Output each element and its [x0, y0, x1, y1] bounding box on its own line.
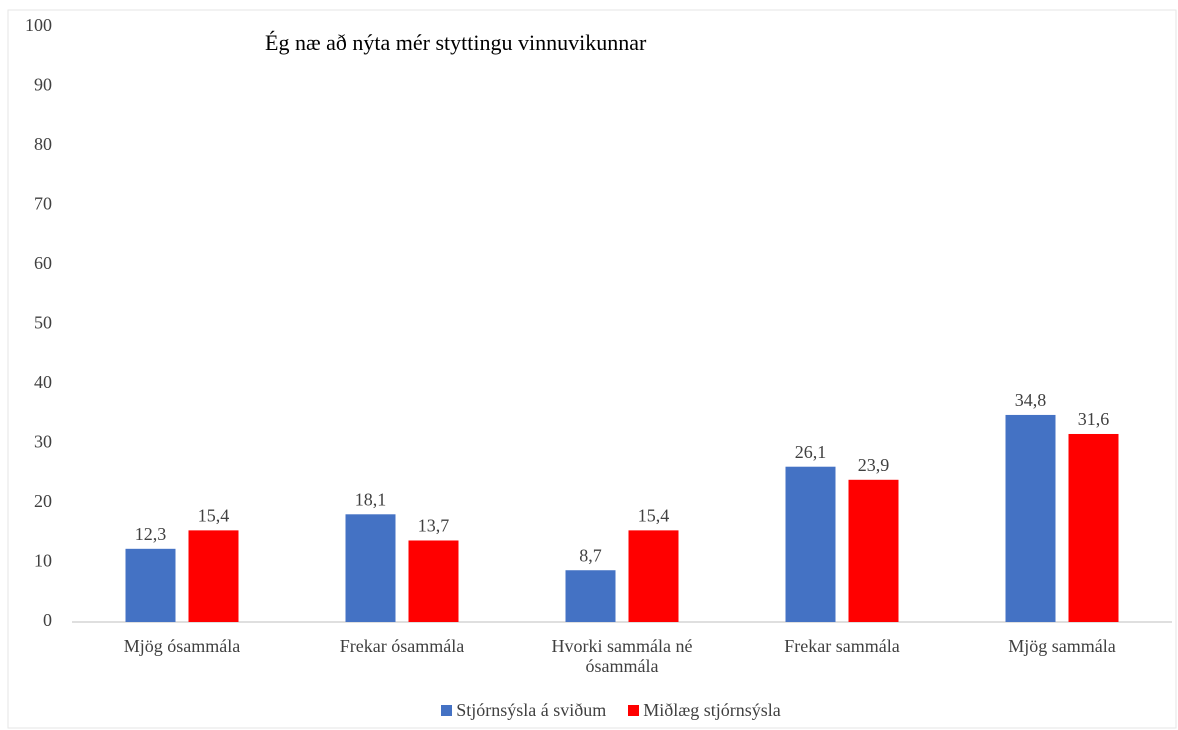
- data-label: 34,8: [1015, 390, 1047, 410]
- bar: [125, 548, 176, 622]
- data-label: 15,4: [198, 505, 230, 525]
- y-tick-label: 70: [34, 194, 52, 214]
- legend-swatch: [441, 705, 453, 716]
- data-label: 18,1: [355, 489, 387, 509]
- legend-item: Stjórnsýsla á sviðum: [441, 700, 606, 721]
- chart-border: [7, 9, 1177, 729]
- bar: [785, 466, 836, 622]
- x-tick-label: Mjög ósammála: [123, 636, 241, 656]
- data-label: 12,3: [135, 524, 167, 544]
- bar: [565, 570, 616, 622]
- y-tick-label: 20: [34, 491, 52, 511]
- x-tick-label: Frekar ósammála: [339, 636, 465, 656]
- y-tick-label: 30: [34, 432, 52, 452]
- y-tick-label: 100: [25, 15, 52, 35]
- bar: [1005, 414, 1056, 622]
- bar: [628, 530, 679, 622]
- data-label: 31,6: [1078, 409, 1110, 429]
- data-label: 15,4: [638, 505, 670, 525]
- legend-item: Miðlæg stjórnsýsla: [628, 700, 781, 721]
- x-tick-label: Frekar sammála: [784, 636, 900, 656]
- x-tick-label: Mjög sammála: [1008, 636, 1116, 656]
- bar: [408, 540, 459, 622]
- y-tick-label: 40: [34, 372, 52, 392]
- legend: Stjórnsýsla á sviðum Miðlæg stjórnsýsla: [0, 700, 1178, 721]
- y-tick-label: 10: [34, 551, 52, 571]
- legend-label: Stjórnsýsla á sviðum: [456, 700, 607, 720]
- legend-swatch: [628, 705, 640, 716]
- data-label: 26,1: [795, 442, 827, 462]
- data-label: 13,7: [418, 516, 450, 536]
- bar: [1068, 433, 1119, 622]
- data-label: 8,7: [579, 545, 602, 565]
- y-tick-label: 60: [34, 253, 52, 273]
- bar: [188, 530, 239, 622]
- bar: [345, 514, 396, 622]
- y-tick-label: 80: [34, 134, 52, 154]
- legend-label: Miðlæg stjórnsýsla: [643, 700, 781, 720]
- bar: [848, 479, 899, 622]
- y-tick-label: 50: [34, 313, 52, 333]
- x-tick-label: Hvorki sammála né ósammála: [551, 636, 693, 676]
- y-tick-label: 90: [34, 75, 52, 95]
- chart-title: Ég næ að nýta mér styttingu vinnuvikunna…: [265, 30, 647, 55]
- data-label: 23,9: [858, 455, 890, 475]
- y-tick-label: 0: [43, 610, 52, 630]
